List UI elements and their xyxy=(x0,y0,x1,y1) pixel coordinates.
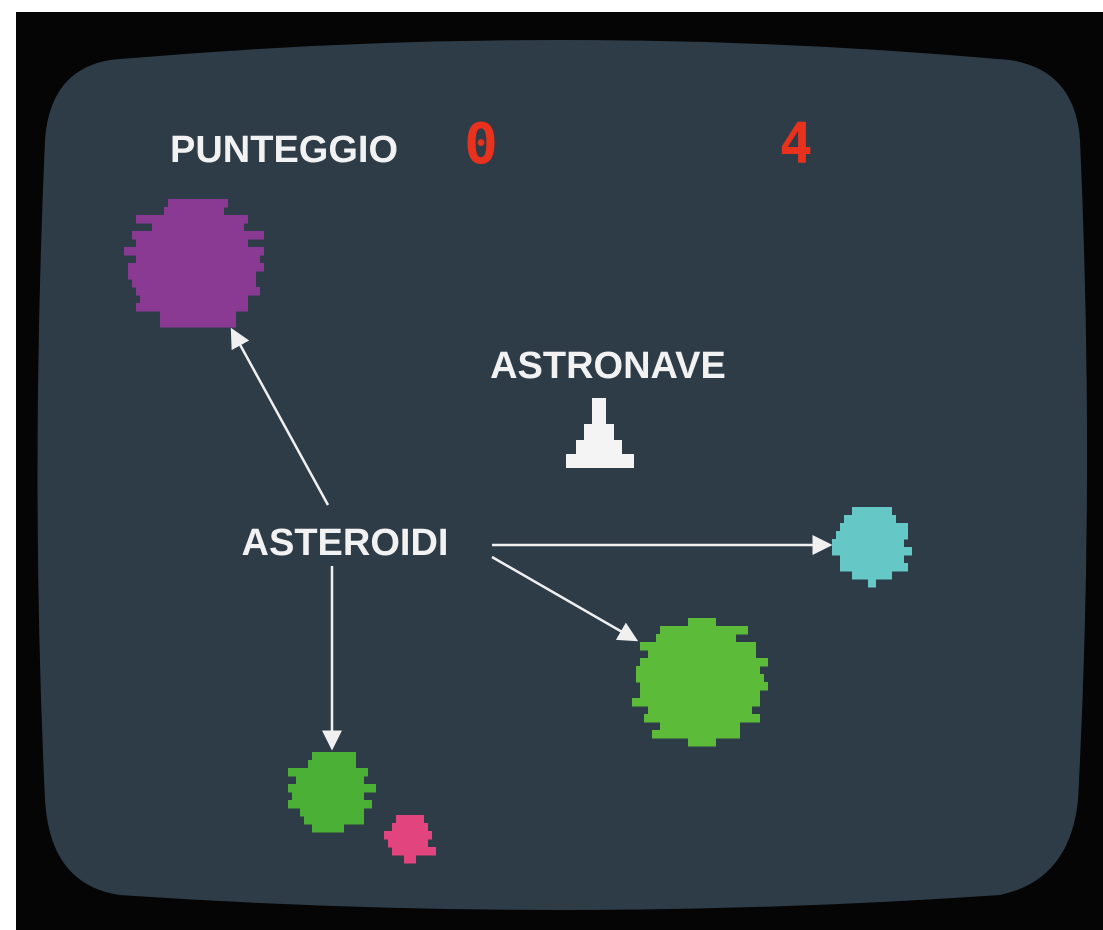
asteroid-part xyxy=(132,279,256,288)
score: 0 xyxy=(464,112,498,177)
asteroid-part xyxy=(640,642,756,651)
asteroid-part xyxy=(384,831,432,840)
asteroid-part xyxy=(652,730,740,739)
asteroid-part xyxy=(404,855,416,864)
asteroid-part xyxy=(844,515,896,524)
asteroid-part xyxy=(136,215,248,224)
asteroid-part xyxy=(132,231,264,240)
asteroids-label: ASTEROIDI xyxy=(242,522,449,564)
asteroid-part xyxy=(660,722,740,731)
ship-part xyxy=(566,454,634,468)
asteroid-part xyxy=(852,571,892,580)
asteroid-part xyxy=(640,682,768,691)
asteroid-part xyxy=(164,207,224,216)
asteroid-part xyxy=(308,760,356,769)
lives: 4 xyxy=(779,112,813,177)
asteroid-part xyxy=(160,311,236,320)
asteroid-part xyxy=(128,271,256,280)
asteroid-part xyxy=(312,752,356,761)
asteroid-part xyxy=(128,263,264,272)
asteroid-part xyxy=(636,666,760,675)
asteroid-part xyxy=(640,690,760,699)
asteroid-part xyxy=(288,784,376,793)
ship-part xyxy=(584,424,614,440)
asteroid-part xyxy=(836,531,908,540)
asteroid-part xyxy=(392,823,428,832)
asteroid-part xyxy=(648,650,756,659)
asteroid-part xyxy=(304,816,364,825)
asteroid-part xyxy=(136,239,248,248)
asteroid-part xyxy=(152,223,244,232)
asteroid-part xyxy=(312,824,344,833)
asteroid-part xyxy=(140,295,248,304)
asteroid-part xyxy=(392,847,436,856)
asteroid-part xyxy=(300,808,364,817)
asteroid-part xyxy=(168,199,228,208)
ship-label: ASTRONAVE xyxy=(490,345,726,387)
asteroid-part xyxy=(852,507,892,516)
asteroid-part xyxy=(832,539,904,548)
asteroid-part xyxy=(136,303,248,312)
asteroid-part xyxy=(648,706,752,715)
ship-part xyxy=(576,440,622,454)
asteroid-part xyxy=(136,255,260,264)
asteroid-part xyxy=(136,287,260,296)
asteroid-part xyxy=(296,776,364,785)
page: PUNTEGGIO 0 4 ASTRONAVE ASTEROIDI (() =>… xyxy=(0,0,1103,930)
game-screen: PUNTEGGIO 0 4 ASTRONAVE ASTEROIDI xyxy=(0,0,1103,930)
asteroid-part xyxy=(160,319,236,328)
asteroid-part xyxy=(124,247,264,256)
asteroid xyxy=(124,199,264,328)
asteroid-part xyxy=(832,547,912,556)
asteroid-part xyxy=(688,738,716,747)
ship-part xyxy=(592,398,606,424)
asteroid-part xyxy=(660,626,748,635)
asteroid-part xyxy=(688,618,716,627)
asteroid-part xyxy=(636,674,764,683)
score-label: PUNTEGGIO xyxy=(170,129,398,171)
asteroid-part xyxy=(840,555,904,564)
asteroid-part xyxy=(640,658,768,667)
asteroid-part xyxy=(644,714,760,723)
asteroid-part xyxy=(396,815,424,824)
asteroid-part xyxy=(840,523,908,532)
asteroid-part xyxy=(292,792,364,801)
asteroid-part xyxy=(656,634,736,643)
asteroid-part xyxy=(288,768,368,777)
asteroid-part xyxy=(868,579,876,588)
asteroid-part xyxy=(632,698,760,707)
asteroid-part xyxy=(840,563,908,572)
asteroid-part xyxy=(288,800,372,809)
asteroid-part xyxy=(388,839,428,848)
